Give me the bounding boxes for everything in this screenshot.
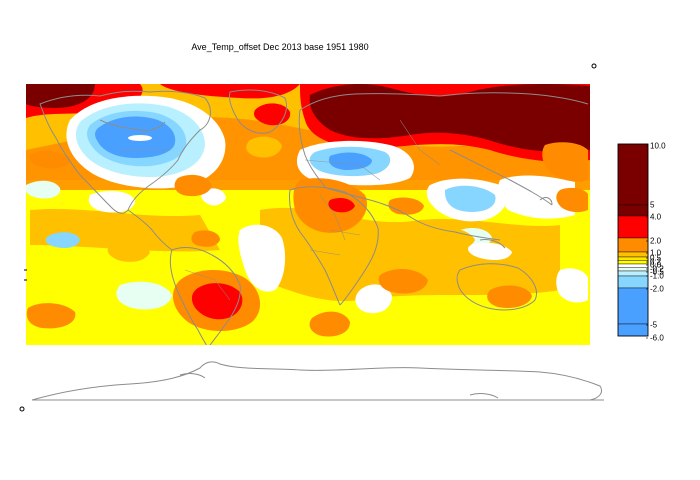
legend-bin (617, 204, 649, 217)
legend-tick-label: 4.0 (650, 213, 662, 222)
legend-bin (617, 267, 649, 272)
legend-tick-label: -1.0 (650, 272, 664, 281)
corner-marker-top-right (591, 63, 597, 69)
legend-tick-label: -2.0 (650, 285, 664, 294)
legend-bin (617, 275, 649, 289)
legend-bin (617, 260, 649, 265)
legend-tick-label: 10.0 (650, 142, 666, 151)
legend-tick-label: 2.0 (650, 237, 662, 246)
legend-tick-label: 0.0 (650, 261, 662, 270)
legend-frame (617, 143, 649, 337)
legend-bin (617, 237, 649, 253)
legend-tick-label: 5 (650, 201, 655, 210)
coastlines (39, 89, 589, 345)
country-borders (120, 119, 441, 301)
legend-bin (617, 323, 649, 337)
legend-tick-label: -6.0 (650, 334, 664, 343)
legend-bin (617, 263, 649, 268)
axis-ticks (24, 269, 27, 281)
color-legend: 10.0 5 4.0 2.0 1.00.50.20.0-0.2-0.5-1.0 -2.0 -… (617, 142, 666, 343)
legend-tick-label: -0.2 (650, 265, 664, 274)
legend-tick-label: 1.0 (650, 249, 662, 258)
corner-marker-bottom-left (19, 406, 25, 412)
legend-bin (617, 270, 649, 277)
legend-tick-label: 0.2 (650, 258, 662, 267)
map-title: Ave_Temp_offset Dec 2013 base 1951 1980 (191, 42, 369, 52)
legend-bin (617, 251, 649, 258)
legend-bin (617, 256, 649, 261)
legend-bin (617, 215, 649, 239)
legend-tick-label: -5 (650, 321, 658, 330)
antarctica-outline (31, 361, 604, 401)
temperature-anomaly-field (26, 84, 590, 345)
legend-bin (617, 143, 649, 206)
legend-tick-label: 0.5 (650, 254, 662, 263)
legend-tick-label: -0.5 (650, 268, 664, 277)
legend-bin (617, 287, 649, 325)
